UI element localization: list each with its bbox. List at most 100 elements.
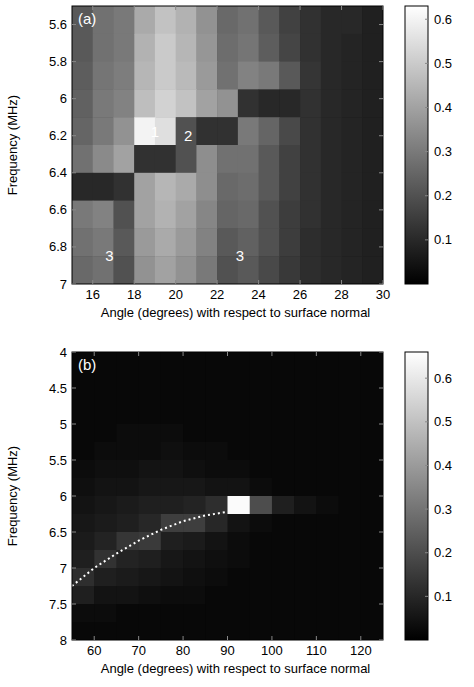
heat-cell: [139, 532, 162, 551]
heat-cell: [196, 89, 217, 117]
heat-cell: [134, 62, 155, 90]
heat-cell: [176, 89, 197, 117]
heat-cell: [339, 370, 362, 389]
colorbar-tick: [425, 465, 428, 466]
heat-cell: [321, 6, 342, 34]
heat-cell: [183, 352, 206, 371]
heat-cell: [205, 352, 228, 371]
heat-cell: [113, 117, 134, 145]
x-tick: [183, 352, 184, 356]
heat-cell: [342, 228, 363, 256]
heat-cell: [161, 460, 184, 479]
colorbar-tick: [425, 107, 428, 108]
heat-cell: [272, 478, 295, 497]
heat-cell: [294, 388, 317, 407]
heat-cell: [205, 550, 228, 569]
heat-cell: [279, 201, 300, 229]
heat-cell: [362, 34, 383, 62]
heat-cell: [113, 201, 134, 229]
heat-cell: [294, 496, 317, 515]
heat-cell: [228, 532, 251, 551]
heat-cell: [316, 478, 339, 497]
heat-cell: [205, 568, 228, 587]
heat-cell: [94, 478, 117, 497]
heat-cell: [94, 532, 117, 551]
heat-cell: [339, 406, 362, 425]
heat-cell: [116, 496, 139, 515]
heat-cell: [361, 460, 383, 479]
heat-cell: [321, 89, 342, 117]
heat-cell: [272, 406, 295, 425]
heat-cell: [342, 201, 363, 229]
heat-cell: [300, 117, 321, 145]
heat-cell: [279, 145, 300, 173]
x-axis-title: Angle (degrees) with respect to surface …: [101, 305, 371, 320]
x-tick-label: 30: [376, 287, 390, 302]
heat-cell: [294, 550, 317, 569]
colorbar-tick-label: 0.3: [434, 144, 452, 159]
y-tick: [379, 532, 383, 533]
x-tick-label: 90: [220, 643, 234, 658]
heat-cell: [272, 550, 295, 569]
y-tick: [379, 352, 383, 353]
plot-frame: [72, 6, 383, 284]
x-axis-title: Angle (degrees) with respect to surface …: [101, 661, 371, 676]
heat-cell: [361, 586, 383, 605]
heat-cell: [339, 586, 362, 605]
heat-cell: [183, 370, 206, 389]
heat-cell: [134, 34, 155, 62]
heat-cell: [300, 145, 321, 173]
x-tick: [300, 280, 301, 284]
heat-cell: [72, 34, 93, 62]
heat-cell: [316, 514, 339, 533]
heat-cell: [217, 117, 238, 145]
heat-cell: [134, 6, 155, 34]
heat-cell: [205, 604, 228, 623]
heat-cell: [139, 568, 162, 587]
heat-cell: [196, 228, 217, 256]
heat-cell: [321, 173, 342, 201]
x-tick: [217, 6, 218, 10]
heat-cell: [250, 352, 273, 371]
heat-cell: [94, 496, 117, 515]
heat-cell: [183, 514, 206, 533]
x-tick: [227, 636, 228, 640]
heat-cell: [250, 478, 273, 497]
heat-cell: [321, 62, 342, 90]
heat-cell: [279, 256, 300, 284]
heat-cell: [139, 352, 162, 371]
x-tick: [341, 6, 342, 10]
y-tick: [72, 640, 76, 641]
heat-cell: [279, 173, 300, 201]
heat-cell: [294, 424, 317, 443]
heat-cell: [250, 532, 273, 551]
heat-cell: [316, 532, 339, 551]
heat-cell: [205, 370, 228, 389]
y-tick: [379, 246, 383, 247]
heat-cell: [93, 201, 114, 229]
colorbar-tick: [425, 151, 428, 152]
y-tick: [72, 61, 76, 62]
heat-cell: [272, 514, 295, 533]
heat-cell: [205, 388, 228, 407]
heat-cell: [72, 586, 95, 605]
heat-cell: [228, 568, 251, 587]
heat-cell: [259, 6, 280, 34]
y-tick: [379, 172, 383, 173]
heat-cell: [316, 460, 339, 479]
heat-cell: [316, 370, 339, 389]
heat-cell: [294, 586, 317, 605]
heat-cell: [294, 604, 317, 623]
y-tick-label: 6.6: [49, 202, 67, 217]
x-tick: [138, 636, 139, 640]
heat-cell: [362, 201, 383, 229]
heat-cell: [139, 460, 162, 479]
heat-cell: [362, 228, 383, 256]
heat-cell: [161, 478, 184, 497]
heat-cell: [259, 145, 280, 173]
heat-cell: [238, 173, 259, 201]
heat-cell: [321, 228, 342, 256]
colorbar: [405, 352, 428, 640]
y-tick: [72, 568, 76, 569]
colorbar-tick: [425, 239, 428, 240]
